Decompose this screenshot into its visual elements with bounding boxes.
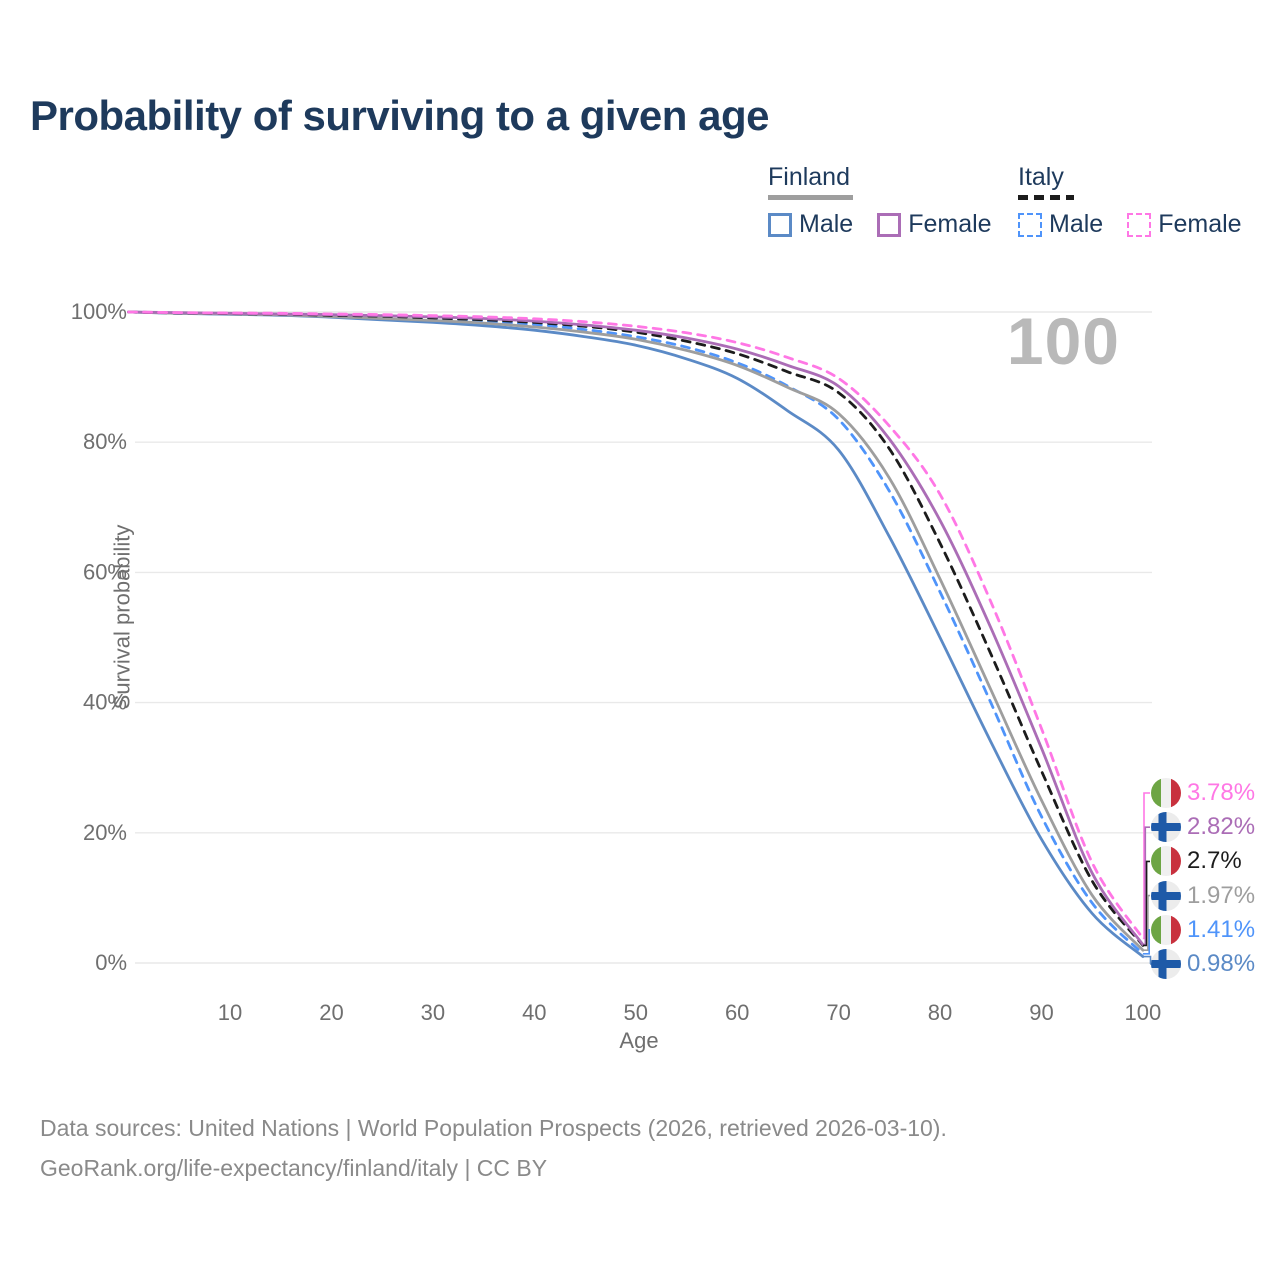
curve-finland-female[interactable] [127,310,1145,946]
curve-italy-female[interactable] [127,310,1145,940]
legend-swatch-finland-total-line [768,195,853,200]
finland-flag-icon [1151,812,1181,843]
legend-group-italy: Italy Male Female [1018,163,1242,239]
x-tick-label-70: 70 [826,1000,850,1025]
survival-chart: 0% 20% 40% 60% 80% 100% 10 20 30 40 50 60 70 80 90 100 [71,299,1162,1025]
end-label-connector-italy-female [1142,792,1150,940]
legend-label-finland-female: Female [908,210,992,238]
end-label-connector-italy-total [1142,860,1150,947]
end-label-italy-total: 2.7% [1151,844,1242,878]
curve-finland-total[interactable] [127,310,1145,952]
end-label-italy-male: 1.41% [1151,913,1255,947]
legend-swatch-finland-female [877,212,902,237]
x-axis-title: Age [619,1028,659,1053]
legend-group-finland: Finland Male Female [768,163,992,239]
x-tick-label-40: 40 [522,1000,546,1025]
finland-flag-icon [1151,880,1181,911]
legend-item-italy-male[interactable]: Male [1018,210,1103,239]
end-label-value: 3.78% [1187,779,1256,806]
legend-swatch-italy-male [1018,212,1042,237]
age-watermark: 100 [1006,304,1120,378]
end-label-value: 2.7% [1187,847,1242,875]
legend-item-italy-female[interactable]: Female [1127,210,1242,239]
legend-swatch-finland-male [768,212,792,237]
italy-flag-icon [1151,846,1181,877]
legend-label-italy-male: Male [1049,210,1104,238]
footer: Data sources: United Nations | World Pop… [40,1108,947,1188]
x-tick-label-100: 100 [1125,1000,1162,1025]
x-tick-label-10: 10 [218,1000,242,1025]
end-label-value: 1.97% [1187,881,1256,909]
legend-item-finland-female[interactable]: Female [877,210,992,239]
end-label-finland-female: 2.82% [1151,810,1255,844]
footer-license-line: GeoRank.org/life-expectancy/finland/ital… [40,1155,548,1181]
curve-italy-male[interactable] [127,310,1145,956]
end-label-finland-total: 1.97% [1151,879,1255,913]
x-tick-label-80: 80 [928,1000,952,1025]
y-tick-label-40: 40% [83,690,127,715]
legend-label-italy-female: Female [1158,210,1242,238]
italy-flag-icon [1151,778,1181,808]
end-label-connector-finland-total [1142,894,1150,951]
legend-country-finland[interactable]: Finland [768,163,850,191]
end-label-italy-female: 3.78% [1151,776,1255,810]
end-label-connector-italy-male [1142,929,1150,955]
y-tick-label-100: 100% [71,299,127,324]
end-label-connector-finland-male [1142,955,1152,965]
footer-sources-line: Data sources: United Nations | World Pop… [40,1115,947,1141]
end-label-value: 1.41% [1187,915,1256,943]
legend-item-finland-male[interactable]: Male [768,210,853,239]
x-tick-label-60: 60 [725,1000,749,1025]
x-tick-label-90: 90 [1029,1000,1053,1025]
x-tick-label-20: 20 [319,1000,343,1025]
x-tick-label-50: 50 [624,1000,648,1025]
legend-swatch-italy-total-line [1018,195,1074,200]
legend-country-italy[interactable]: Italy [1018,163,1064,191]
x-tick-label-30: 30 [421,1000,445,1025]
italy-flag-icon [1151,914,1181,945]
y-tick-label-60: 60% [83,559,127,584]
end-label-value: 2.82% [1187,813,1256,841]
curve-finland-male[interactable] [127,310,1145,958]
end-label-value: 0.98% [1187,950,1256,977]
y-tick-label-0: 0% [95,950,127,975]
end-label-finland-male: 0.98% [1151,947,1255,981]
end-label-connector-finland-female [1142,826,1150,946]
legend-label-finland-male: Male [799,210,854,238]
legend-swatch-italy-female [1127,212,1152,237]
y-tick-label-20: 20% [83,820,127,845]
y-tick-label-80: 80% [83,429,127,454]
finland-flag-icon [1151,949,1181,979]
page-title: Probability of surviving to a given age [30,92,769,139]
